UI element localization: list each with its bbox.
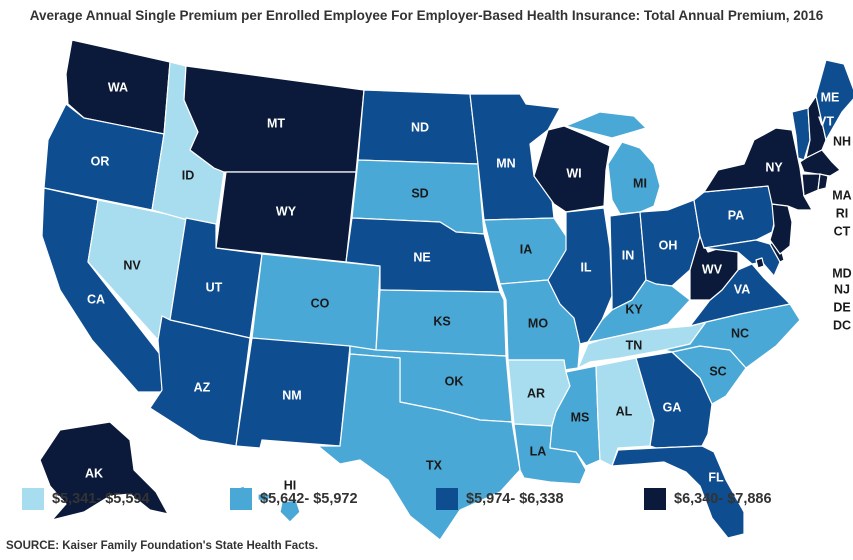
state-label-tx: TX (426, 458, 443, 472)
state-label-vt: VT (818, 114, 834, 128)
state-label-wi: WI (566, 166, 581, 180)
state-label-ne: NE (413, 250, 430, 264)
legend-item-2: $5,642- $5,972 (230, 488, 358, 510)
state-label-hi: HI (284, 478, 297, 492)
state-label-nj: NJ (834, 282, 850, 296)
legend-label-4: $6,340- $7,886 (674, 491, 772, 507)
state-label-sd: SD (411, 186, 428, 200)
state-label-ny: NY (765, 160, 783, 174)
state-nj[interactable] (769, 203, 793, 255)
state-ks[interactable] (375, 289, 507, 357)
state-ak[interactable] (39, 421, 169, 521)
state-label-nc: NC (731, 326, 749, 340)
state-label-in: IN (622, 248, 635, 262)
state-label-nh: NH (833, 134, 851, 148)
state-tx[interactable] (317, 353, 521, 541)
state-wi[interactable] (533, 125, 611, 213)
state-label-ky: KY (625, 302, 643, 316)
state-label-mi: MI (633, 176, 647, 190)
source-note: SOURCE: Kaiser Family Foundation's State… (6, 540, 319, 552)
legend-item-1: $5,341- $5,594 (22, 488, 150, 510)
state-label-ca: CA (87, 292, 105, 306)
state-label-de: DE (833, 300, 850, 314)
legend-label-1: $5,341- $5,594 (52, 491, 150, 507)
state-label-wv: WV (702, 262, 723, 276)
state-az[interactable] (149, 315, 251, 447)
legend-swatch-2 (230, 488, 252, 510)
state-ma[interactable] (799, 149, 841, 177)
state-label-mn: MN (496, 156, 515, 170)
state-label-al: AL (616, 404, 633, 418)
state-label-sc: SC (709, 364, 726, 378)
state-label-az: AZ (194, 380, 211, 394)
map-title: Average Annual Single Premium per Enroll… (29, 8, 824, 23)
state-label-la: LA (530, 444, 547, 458)
state-label-ct: CT (834, 224, 851, 238)
legend-label-3: $5,974- $6,338 (466, 491, 564, 507)
state-label-co: CO (311, 296, 330, 310)
legend-swatch-3 (436, 488, 458, 510)
state-label-nm: NM (282, 388, 301, 402)
state-il[interactable] (547, 207, 613, 345)
legend-label-2: $5,642- $5,972 (260, 491, 358, 507)
legend-item-4: $6,340- $7,886 (644, 488, 772, 510)
state-label-va: VA (734, 282, 750, 296)
state-label-ma: MA (832, 188, 851, 202)
state-label-nv: NV (123, 258, 141, 272)
state-label-md: MD (832, 266, 851, 280)
state-ct[interactable] (801, 173, 821, 197)
state-label-id: ID (182, 168, 195, 182)
state-label-tn: TN (626, 338, 643, 352)
state-label-oh: OH (659, 238, 678, 252)
state-label-ak: AK (85, 466, 103, 480)
state-ny[interactable] (703, 127, 813, 211)
state-label-ri: RI (836, 206, 849, 220)
state-label-dc: DC (833, 318, 851, 332)
state-label-ks: KS (433, 314, 450, 328)
state-label-ga: GA (663, 400, 682, 414)
state-label-ar: AR (527, 386, 545, 400)
legend-item-3: $5,974- $6,338 (436, 488, 564, 510)
state-mi[interactable] (565, 111, 661, 215)
state-label-ia: IA (520, 242, 533, 256)
legend-swatch-4 (644, 488, 666, 510)
state-label-wa: WA (108, 80, 128, 94)
state-label-ms: MS (571, 410, 590, 424)
state-label-wy: WY (276, 204, 297, 218)
state-me[interactable] (815, 59, 853, 141)
state-mn[interactable] (469, 93, 561, 221)
state-label-fl: FL (708, 470, 724, 484)
state-dc[interactable] (755, 257, 765, 269)
state-label-ok: OK (445, 374, 464, 388)
legend: $5,341- $5,594 $5,642- $5,972 $5,974- $6… (0, 488, 853, 514)
state-label-mo: MO (528, 316, 548, 330)
state-label-mt: MT (267, 116, 285, 130)
state-label-il: IL (580, 260, 591, 274)
state-label-or: OR (91, 154, 110, 168)
legend-swatch-1 (22, 488, 44, 510)
state-fl[interactable] (611, 445, 745, 539)
state-ri[interactable] (817, 173, 829, 191)
state-label-me: ME (821, 90, 840, 104)
state-label-nd: ND (411, 120, 429, 134)
state-label-ut: UT (206, 280, 223, 294)
state-label-pa: PA (728, 208, 744, 222)
